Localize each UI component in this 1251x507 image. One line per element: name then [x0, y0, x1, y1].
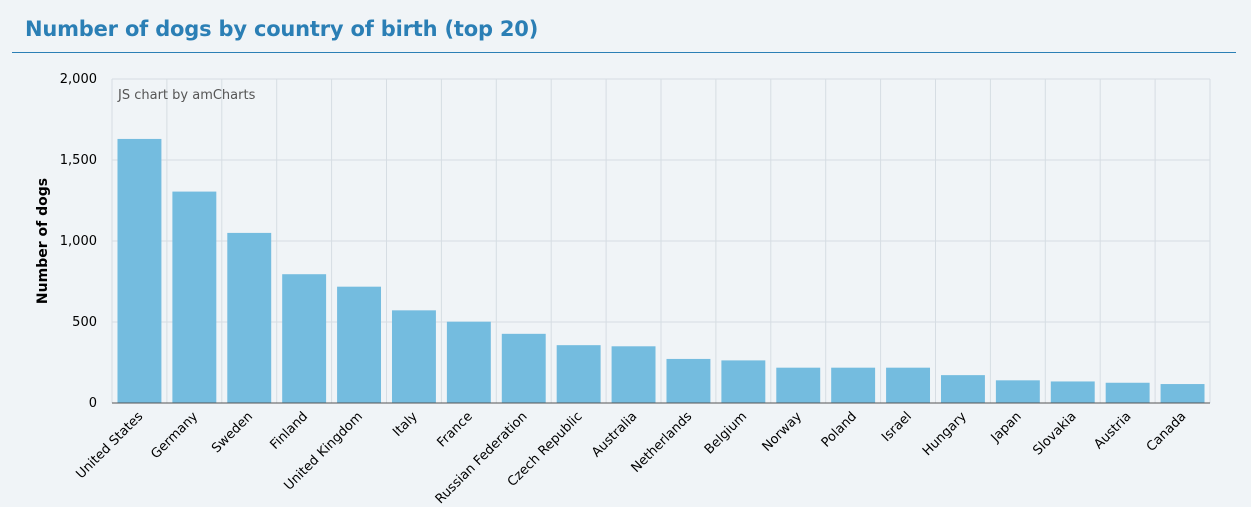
bar: [1160, 384, 1205, 403]
bars: [117, 138, 1205, 403]
x-tick-label: Belgium: [702, 409, 750, 457]
bar: [337, 286, 382, 403]
page-title: Number of dogs by country of birth (top …: [25, 17, 539, 41]
title-divider: [12, 52, 1236, 53]
x-tick-label: Hungary: [920, 409, 970, 459]
y-tick-label: 1,500: [60, 153, 97, 168]
x-tick-label: United States: [73, 409, 146, 482]
bar: [391, 310, 436, 403]
x-tick-label: Austria: [1091, 409, 1134, 452]
bar: [282, 274, 327, 403]
y-tick-label: 2,000: [60, 72, 97, 87]
chart-credit[interactable]: JS chart by amCharts: [117, 88, 256, 103]
bar: [940, 375, 985, 403]
x-tick-label: Italy: [390, 409, 421, 440]
bar: [446, 321, 491, 403]
x-tick-label: Germany: [148, 409, 201, 462]
x-tick-label: Israel: [879, 409, 915, 445]
x-tick-label: Finland: [268, 409, 311, 452]
bar: [556, 345, 601, 403]
bar: [776, 367, 821, 403]
bar: [1105, 382, 1150, 403]
bar: [172, 191, 217, 403]
x-tick-label: Slovakia: [1030, 409, 1079, 458]
bar: [886, 367, 931, 403]
x-tick-label: Japan: [988, 409, 1025, 446]
x-tick-label: Russian Federation: [433, 409, 531, 507]
bar: [831, 367, 876, 403]
y-tick-label: 500: [72, 315, 97, 330]
bar: [117, 138, 162, 403]
bar: [1050, 381, 1095, 403]
bar: [227, 232, 272, 403]
bar: [501, 333, 546, 403]
bar: [721, 360, 766, 403]
y-tick-label: 0: [89, 396, 97, 411]
x-tick-label: France: [435, 409, 476, 450]
x-tick-label: Canada: [1144, 409, 1190, 455]
y-tick-label: 1,000: [60, 234, 97, 249]
bar: [995, 380, 1040, 403]
bar: [611, 346, 656, 403]
grid-lines: [111, 78, 1211, 403]
bar: [666, 358, 711, 403]
x-axis-ticks: United States Germany Sweden FinlandUnited …: [73, 409, 1189, 507]
y-axis-ticks: 0 500 1,000 1,500 2,000: [60, 72, 97, 411]
x-tick-label: Poland: [819, 409, 860, 450]
x-tick-label: Norway: [760, 409, 806, 455]
y-axis-title: Number of dogs: [35, 178, 51, 304]
x-tick-label: Australia: [589, 409, 640, 460]
x-tick-label: Sweden: [209, 409, 256, 456]
